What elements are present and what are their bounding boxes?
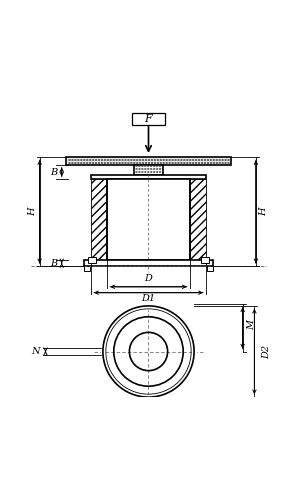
Bar [88,257,96,263]
Bar [147,303,150,309]
Bar [91,175,206,180]
Bar [192,348,196,354]
Text: H: H [259,208,268,216]
Bar [147,394,150,400]
Text: D1: D1 [141,294,156,303]
Bar [84,266,90,270]
Text: D: D [145,274,152,283]
Text: M: M [247,320,256,330]
Text: B: B [50,168,57,176]
Bar [84,260,213,266]
Text: H: H [28,208,37,216]
Bar [190,180,206,260]
Text: D2: D2 [262,344,271,358]
Bar [201,257,209,263]
Bar [132,113,165,125]
Bar [134,164,163,175]
Bar [207,266,213,270]
Bar [107,180,190,260]
Text: B: B [50,258,57,268]
Text: F: F [145,114,152,124]
Bar [91,180,107,260]
Text: N: N [31,347,40,356]
Bar [66,158,231,164]
Bar [101,348,105,354]
